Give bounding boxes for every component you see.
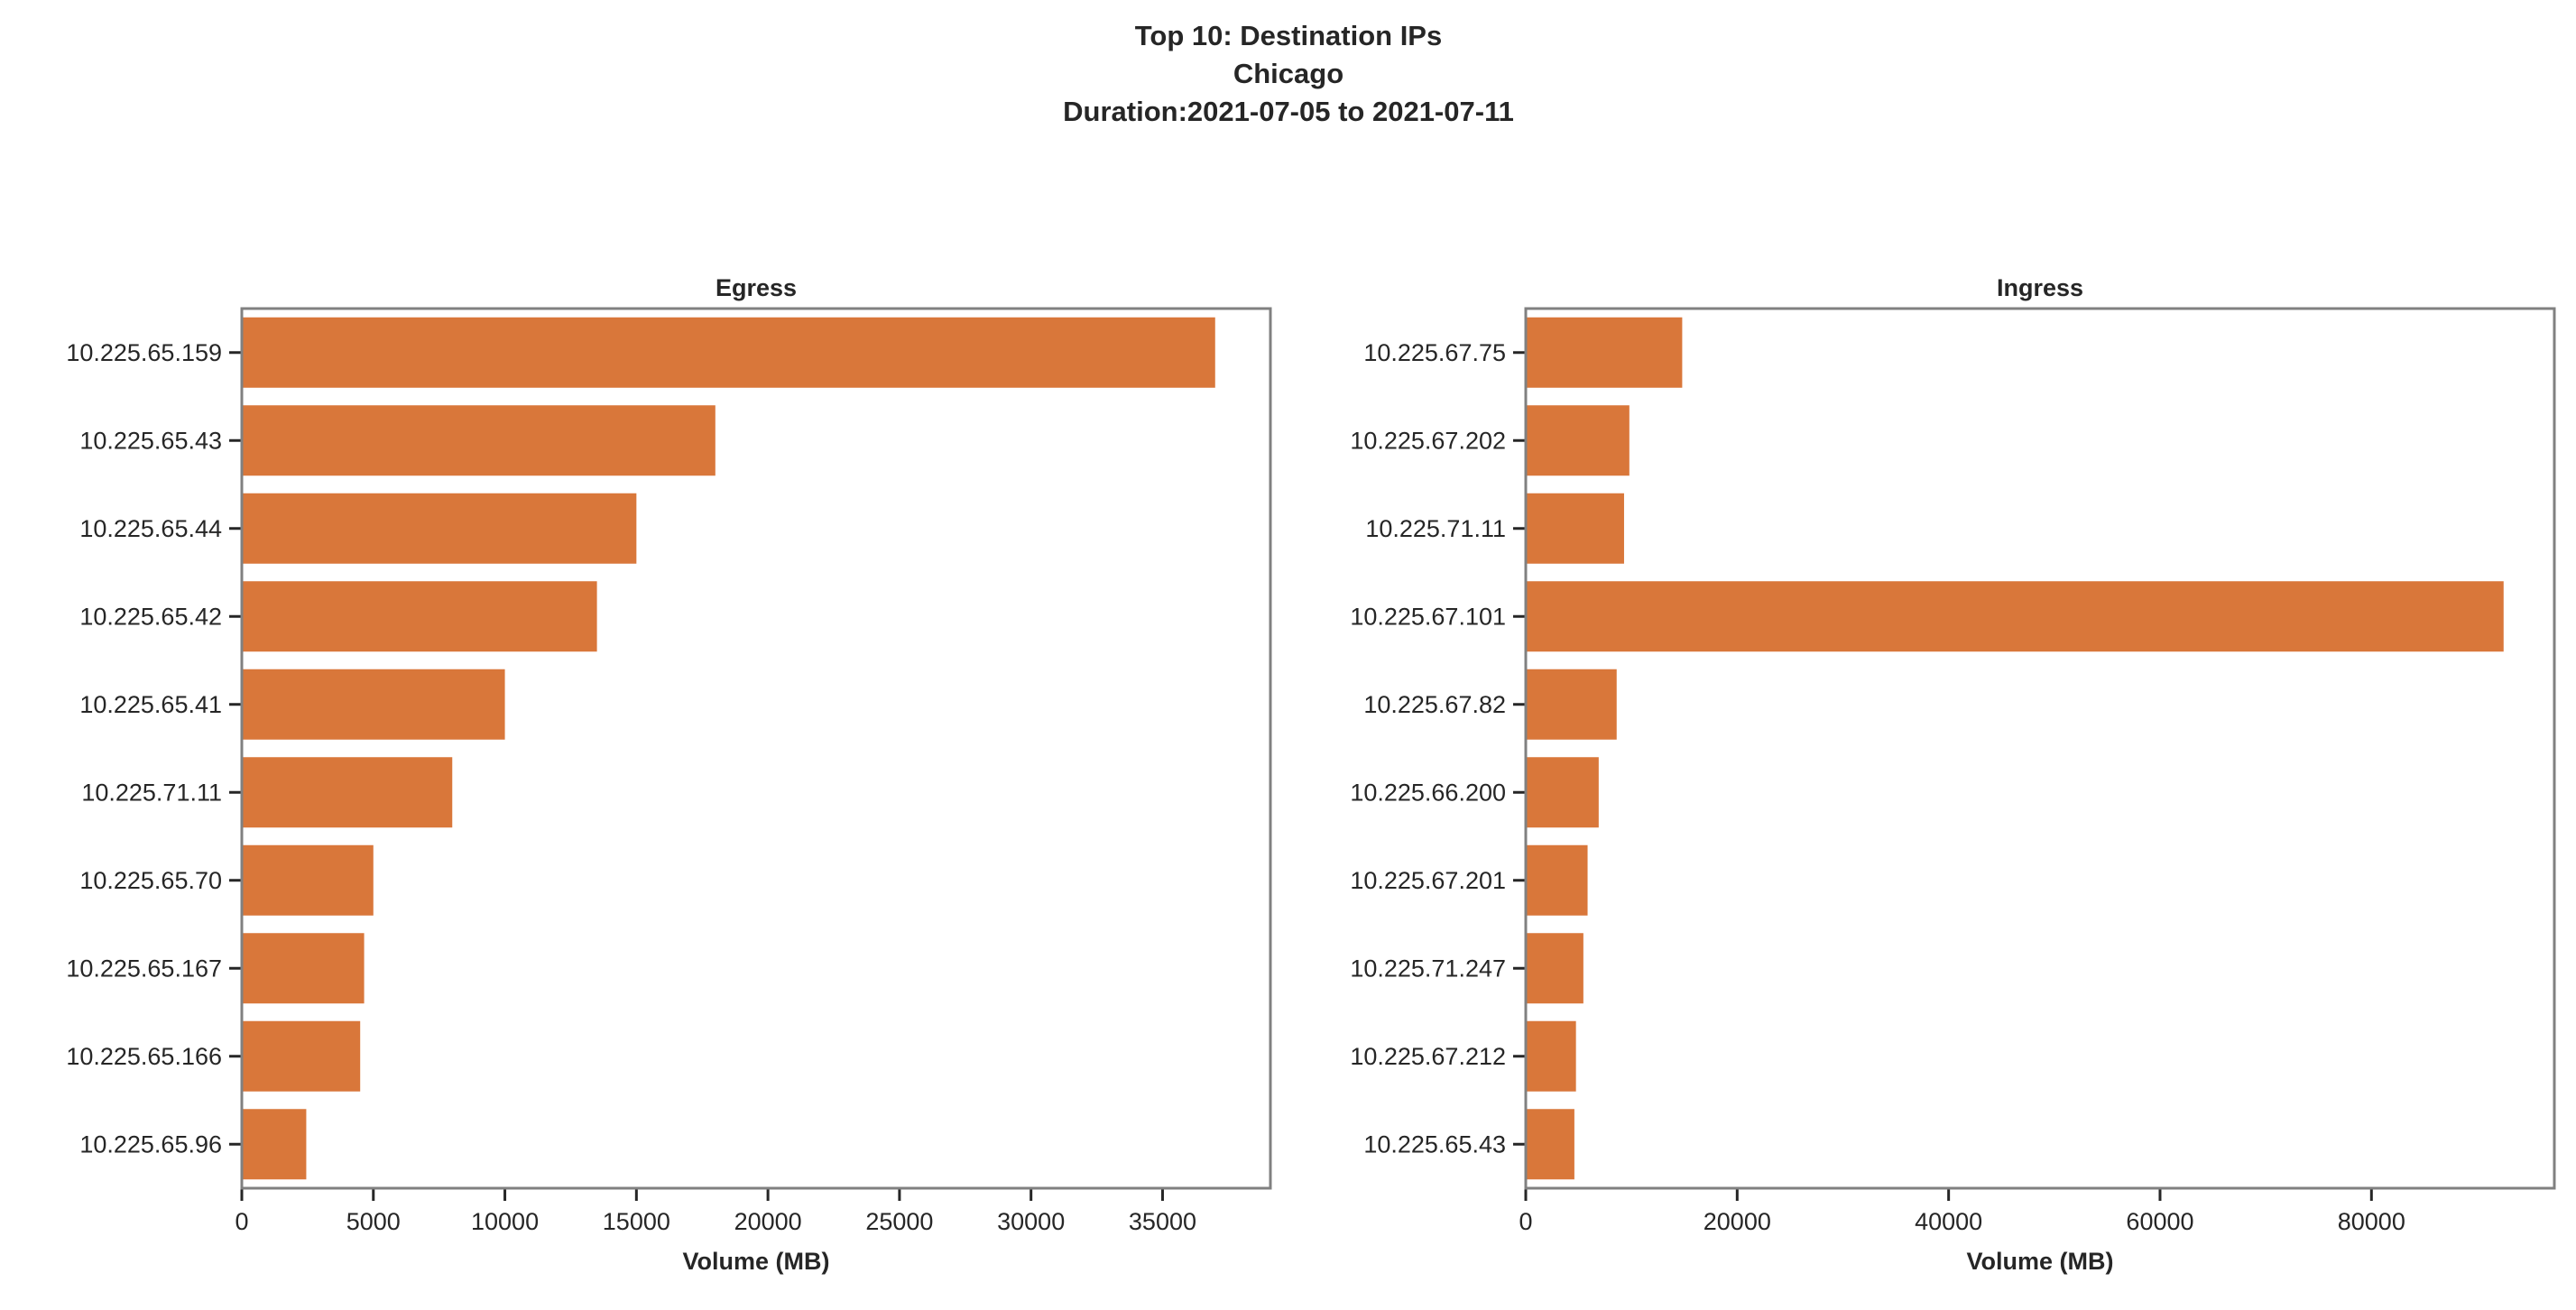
egress-bar bbox=[242, 493, 637, 564]
egress-title: Egress bbox=[716, 274, 797, 301]
egress-ytick-label: 10.225.65.43 bbox=[79, 427, 222, 454]
ingress-bar bbox=[1526, 844, 1588, 916]
egress-bar bbox=[242, 317, 1215, 388]
ingress-bar bbox=[1526, 1020, 1576, 1092]
ingress-bar bbox=[1526, 581, 2504, 652]
ingress-xtick-label: 0 bbox=[1519, 1208, 1532, 1235]
egress-bar bbox=[242, 581, 597, 652]
ingress-ytick-label: 10.225.67.82 bbox=[1363, 691, 1506, 718]
egress-bar bbox=[242, 669, 505, 740]
ingress-bar bbox=[1526, 669, 1617, 740]
ingress-axes: Ingress 10.225.67.75 10.225.67.202 10.225.7… bbox=[1350, 274, 2556, 1275]
ingress-ytick-label: 10.225.66.200 bbox=[1350, 779, 1506, 806]
ingress-title: Ingress bbox=[1997, 274, 2083, 301]
egress-ytick-label: 10.225.65.159 bbox=[66, 339, 222, 366]
egress-ytick-label: 10.225.65.41 bbox=[79, 691, 222, 718]
ingress-bar bbox=[1526, 933, 1583, 1004]
egress-bar bbox=[242, 1109, 307, 1180]
egress-bar bbox=[242, 1020, 361, 1092]
egress-axes: Egress 10.225.65.159 10.225.65.43 10.225.65… bbox=[66, 274, 1272, 1275]
egress-xtick-label: 35000 bbox=[1129, 1208, 1196, 1235]
egress-bar bbox=[242, 844, 374, 916]
egress-xtick-label: 5000 bbox=[346, 1208, 401, 1235]
egress-bar bbox=[242, 933, 365, 1004]
ingress-bar bbox=[1526, 493, 1624, 564]
egress-xtick-label: 0 bbox=[235, 1208, 248, 1235]
ingress-ytick-label: 10.225.67.202 bbox=[1350, 427, 1506, 454]
egress-ytick-label: 10.225.65.96 bbox=[79, 1130, 222, 1158]
egress-frame bbox=[240, 307, 1272, 1190]
ingress-xlabel: Volume (MB) bbox=[1967, 1248, 2114, 1275]
suptitle-line-3: Duration:2021-07-05 to 2021-07-11 bbox=[1063, 96, 1514, 127]
ingress-xtick-label: 60000 bbox=[2126, 1208, 2193, 1235]
suptitle-line-2: Chicago bbox=[1233, 58, 1343, 89]
egress-ytick-label: 10.225.65.166 bbox=[66, 1043, 222, 1070]
egress-ytick-label: 10.225.71.11 bbox=[81, 779, 222, 806]
ingress-ytick-label: 10.225.67.101 bbox=[1350, 603, 1506, 630]
ingress-xtick-label: 80000 bbox=[2338, 1208, 2405, 1235]
ingress-xtick-label: 40000 bbox=[1915, 1208, 1982, 1235]
egress-xtick-label: 15000 bbox=[603, 1208, 670, 1235]
suptitle-line-1: Top 10: Destination IPs bbox=[1135, 20, 1442, 51]
egress-ytick-label: 10.225.65.70 bbox=[79, 867, 222, 894]
egress-xtick-label: 25000 bbox=[865, 1208, 933, 1235]
egress-xtick-label: 20000 bbox=[734, 1208, 802, 1235]
ingress-ytick-label: 10.225.67.75 bbox=[1363, 339, 1506, 366]
ingress-bar bbox=[1526, 405, 1630, 476]
egress-ytick-label: 10.225.65.167 bbox=[66, 955, 222, 982]
egress-ytick-label: 10.225.65.42 bbox=[79, 603, 222, 630]
ingress-xtick-label: 20000 bbox=[1703, 1208, 1771, 1235]
egress-bar bbox=[242, 405, 716, 476]
ingress-frame bbox=[1524, 307, 2556, 1190]
egress-xlabel: Volume (MB) bbox=[683, 1248, 830, 1275]
ingress-ytick-label: 10.225.71.11 bbox=[1365, 515, 1506, 542]
egress-xtick-label: 30000 bbox=[997, 1208, 1065, 1235]
ingress-bar bbox=[1526, 1109, 1574, 1180]
ingress-ytick-label: 10.225.65.43 bbox=[1363, 1130, 1506, 1158]
egress-xtick-label: 10000 bbox=[471, 1208, 539, 1235]
ingress-bar bbox=[1526, 757, 1599, 828]
ingress-ytick-label: 10.225.67.201 bbox=[1350, 867, 1506, 894]
ingress-ytick-label: 10.225.67.212 bbox=[1350, 1043, 1506, 1070]
egress-bar bbox=[242, 757, 453, 828]
ingress-bar bbox=[1526, 317, 1683, 388]
ingress-ytick-label: 10.225.71.247 bbox=[1350, 955, 1506, 982]
egress-ytick-label: 10.225.65.44 bbox=[79, 515, 222, 542]
